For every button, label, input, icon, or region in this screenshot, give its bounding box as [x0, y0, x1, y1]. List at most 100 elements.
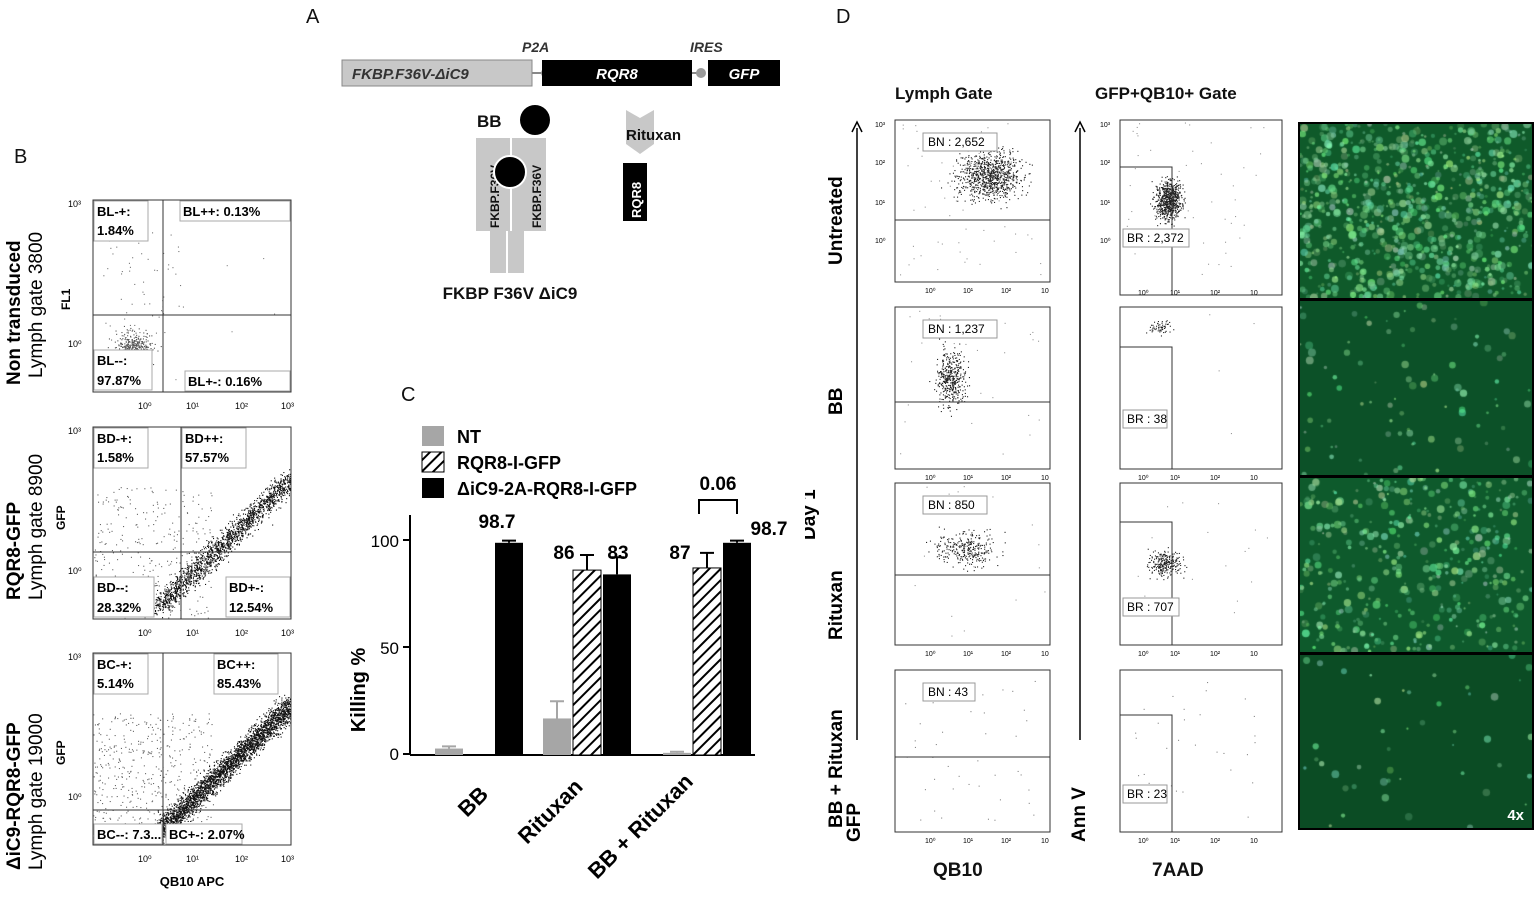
d-col1-ylabel: GFP: [844, 803, 865, 842]
b-row1-label-1: Non transduced: [4, 240, 25, 385]
flow-plot-b3: 10³ 10⁰ 10⁰ 10¹ 10² 10³ BC-+: 5.14% BC++…: [68, 652, 294, 889]
legend-swatch-rqr8: [421, 451, 445, 473]
d-col2-xlabel: 7AAD: [1152, 860, 1204, 881]
b1-xtick-0: 10⁰: [138, 401, 152, 411]
c-cat-rituxan: Rituxan: [513, 774, 588, 849]
b1-q-ur: BL++: 0.13%: [183, 204, 261, 219]
d-row-untreated: Untreated: [826, 176, 847, 265]
d-plot-bb-gate: BR : 38 10⁰ 10¹ 10² 10: [1119, 306, 1283, 482]
d-br-bbrit: BR : 23: [1127, 787, 1167, 801]
b-x-axis-label: QB10 APC: [160, 874, 225, 889]
panel-label-b: B: [14, 146, 28, 168]
d-col2-plots: BR : 2,372 10³ 10² 10¹ 10⁰ 10⁰ 10¹ 10² 1…: [1100, 119, 1283, 845]
b1-xtick-1: 10¹: [186, 401, 199, 411]
b-row3-label-2: Lymph gate 19000: [26, 713, 47, 870]
b1-q-ll-val: 97.87%: [97, 373, 142, 388]
rituxan-antibody-icon: [626, 110, 654, 154]
c-y-axis-label: Killing %: [348, 648, 370, 733]
b1-q-lr: BL+-: 0.16%: [188, 374, 262, 389]
bar-1-2: [692, 567, 722, 756]
rqr8-receptor: [623, 163, 647, 221]
d-br-untreated: BR : 2,372: [1127, 231, 1184, 245]
construct-segment2-label: RQR8: [596, 66, 638, 83]
d-bn-bb: BN : 1,237: [928, 322, 985, 336]
b-row2-label-2: Lymph gate 8900: [26, 454, 47, 600]
bar-2-2: [723, 542, 751, 755]
d-plot-untreated-lymph: BN : 2,652 10³ 10² 10¹ 10⁰ 10⁰ 10¹ 10² 1…: [875, 119, 1051, 295]
d-bn-bbrit: BN : 43: [928, 685, 968, 699]
flow-plot-b2: 10³ 10⁰ 10⁰ 10¹ 10² 10³ BD-+: 1.58% BD++…: [68, 426, 294, 638]
rituxan-label: Rituxan: [626, 127, 681, 144]
d-row-rituxan: Rituxan: [826, 570, 847, 640]
magnification-label: 4x: [1507, 807, 1524, 824]
d-plot-bbrit-lymph: BN : 43 10⁰ 10¹ 10² 10: [894, 669, 1051, 845]
panel-label-a: A: [306, 6, 320, 28]
panel-b-row-labels: Non transduced Lymph gate 3800 FL1 RQR8-…: [4, 232, 70, 870]
b3-xtick-3: 10³: [281, 854, 294, 864]
b2-q-ul-val: 1.58%: [97, 450, 134, 465]
d-col2-title: GFP+QB10+ Gate: [1095, 84, 1237, 103]
b3-q-ul-val: 5.14%: [97, 676, 134, 691]
c-label-bb-black: 98.7: [479, 512, 516, 533]
b2-xtick-0: 10⁰: [138, 628, 152, 638]
legend-swatch-nt: [422, 426, 444, 446]
ires-linker-icon: [696, 68, 706, 78]
c-bars-group: [435, 539, 751, 756]
b2-q-ur: BD++:: [185, 431, 223, 446]
c-significance-bracket: [698, 499, 738, 514]
legend-swatch-icasp9: [422, 478, 444, 498]
d-day-label-wrap: Day 1: [805, 489, 820, 540]
d-col1-plots: BN : 2,652 10³ 10² 10¹ 10⁰ 10⁰ 10¹ 10² 1…: [875, 119, 1051, 845]
b1-ytick-0: 10⁰: [68, 339, 82, 349]
b2-q-ll: BD--:: [97, 580, 129, 595]
b3-q-lr: BC+-: 2.07%: [169, 827, 245, 842]
b-row1-ylabel: FL1: [59, 288, 70, 310]
microscopy-untreated: [1298, 122, 1534, 300]
b2-xtick-3: 10³: [281, 628, 294, 638]
bar-0-0: [435, 748, 463, 755]
b-row1-label-2: Lymph gate 3800: [26, 232, 47, 378]
d-col1-title: Lymph Gate: [895, 84, 993, 103]
b3-q-ur: BC++:: [217, 657, 255, 672]
d-col2-yaxis: Ann V: [1069, 120, 1090, 842]
b3-ytick-3: 10³: [68, 652, 81, 662]
c-cat-bb: BB: [453, 781, 493, 821]
bar-1-1: [572, 569, 602, 756]
b1-q-ul-val: 1.84%: [97, 223, 134, 238]
panel-b: Non transduced Lymph gate 3800 FL1 RQR8-…: [0, 190, 300, 895]
b3-ytick-0: 10⁰: [68, 792, 82, 802]
bb-bound-icon: [493, 155, 527, 189]
d-row-bbrit-1: BB + Rituxan: [826, 709, 847, 828]
bar-2-0: [495, 542, 523, 755]
bb-molecule-icon: [520, 105, 550, 135]
d-plot-bb-lymph: BN : 1,237 10⁰ 10¹ 10² 10: [894, 306, 1051, 482]
error-bar-1-1: [580, 554, 594, 571]
d-bn-rituxan: BN : 850: [928, 498, 975, 512]
microscopy-bb: [1298, 299, 1534, 477]
d-bn-untreated: BN : 2,652: [928, 135, 985, 149]
b-row3-label-1: ΔiC9-RQR8-GFP: [4, 722, 25, 870]
d-plot-untreated-gate: BR : 2,372 10³ 10² 10¹ 10⁰ 10⁰ 10¹ 10² 1…: [1100, 119, 1283, 297]
d-row-labels: Untreated BB Rituxan BB + Rituxan GFP: [826, 120, 865, 842]
error-bar-0-2: [670, 750, 684, 753]
b3-q-ur-val: 85.43%: [217, 676, 262, 691]
construct-segment-gfp: [708, 60, 780, 86]
panel-a-diagram: FKBP.F36V-ΔiC9 P2A RQR8 IRES GFP BB FKBP…: [341, 39, 780, 303]
b2-xtick-1: 10¹: [186, 628, 199, 638]
panel-d: Lymph Gate GFP+QB10+ Gate Untreated BB R…: [805, 80, 1535, 895]
c-ytick-0: 0: [390, 745, 399, 764]
b2-ytick-3: 10³: [68, 426, 81, 436]
d-plot-bbrit-gate: BR : 23 10⁰ 10¹ 10² 10: [1119, 669, 1283, 845]
construct-segment3-label: GFP: [729, 66, 761, 83]
panel-c-bar-chart: NT RQR8-I-GFP ΔiC9-2A-RQR8-I-GFP Killing…: [348, 426, 787, 884]
bar-0-2: [663, 752, 691, 755]
c-ytick-100: 100: [371, 532, 399, 551]
monomer-right-label: FKBP.F36V: [530, 165, 544, 228]
b3-xtick-2: 10²: [235, 854, 248, 864]
b3-xtick-0: 10⁰: [138, 854, 152, 864]
b2-q-ll-val: 28.32%: [97, 600, 142, 615]
c-cat-bb-rituxan: BB + Rituxan: [583, 769, 698, 884]
c-label-rit-black: 83: [607, 543, 628, 564]
d-br-bb: BR : 38: [1127, 412, 1167, 426]
error-bar-2-0: [502, 539, 516, 543]
